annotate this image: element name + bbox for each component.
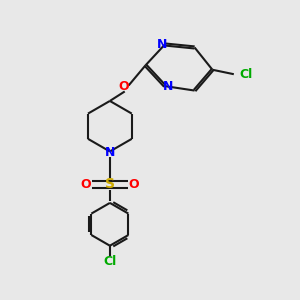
Text: O: O <box>81 178 92 191</box>
Text: N: N <box>163 80 173 93</box>
Text: N: N <box>157 38 167 51</box>
Text: N: N <box>105 146 115 160</box>
Text: Cl: Cl <box>239 68 252 81</box>
Text: O: O <box>118 80 129 93</box>
Text: Cl: Cl <box>103 255 116 268</box>
Text: O: O <box>128 178 139 191</box>
Text: S: S <box>105 177 115 191</box>
